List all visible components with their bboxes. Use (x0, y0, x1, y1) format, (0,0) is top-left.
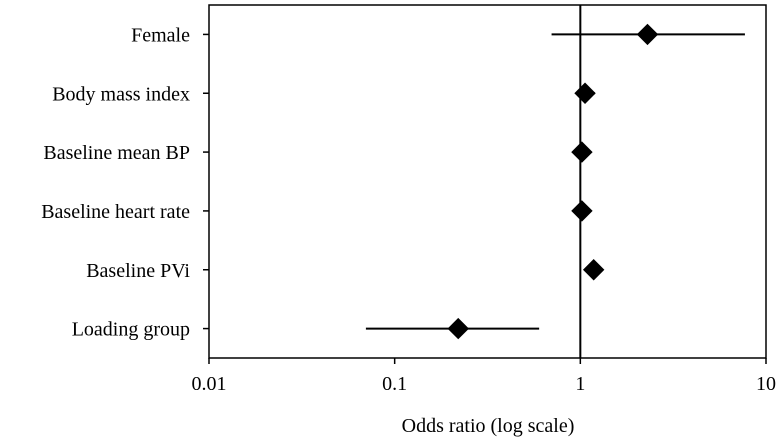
x-tick-label: 0.1 (382, 373, 407, 395)
odds-ratio-marker (571, 141, 593, 163)
row-label: Loading group (72, 319, 190, 341)
row-label: Female (131, 24, 190, 46)
odds-ratio-marker (582, 259, 605, 281)
odds-ratio-marker (636, 23, 659, 46)
x-tick-label: 10 (756, 373, 776, 395)
x-tick-label: 1 (575, 373, 585, 395)
odds-ratio-marker (447, 317, 469, 340)
odds-ratio-marker (574, 82, 596, 104)
x-tick-label: 0.01 (192, 373, 227, 395)
row-label: Body mass index (52, 83, 190, 105)
row-label: Baseline PVi (86, 260, 190, 282)
odds-ratio-marker (571, 200, 593, 222)
plot-area-border (208, 4, 767, 359)
x-axis-title: Odds ratio (log scale) (402, 415, 575, 437)
row-label: Baseline mean BP (43, 142, 190, 164)
row-label: Baseline heart rate (41, 201, 190, 223)
